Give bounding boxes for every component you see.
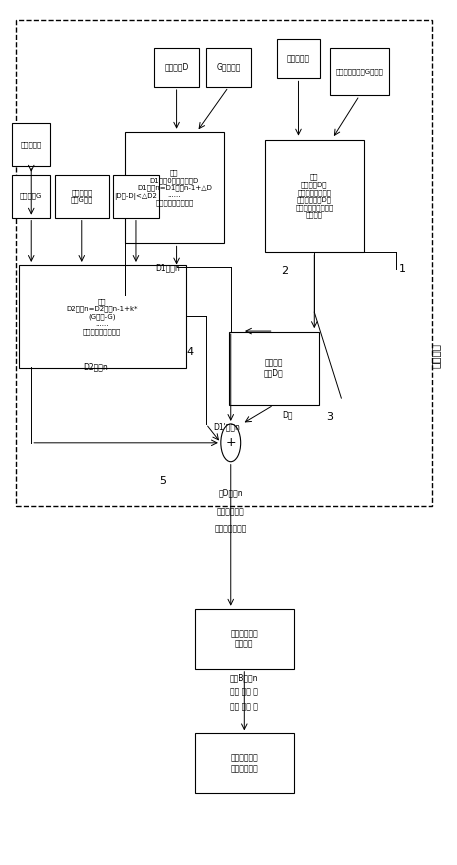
Bar: [154, 48, 199, 86]
Text: 3: 3: [327, 412, 334, 422]
Bar: [265, 140, 364, 252]
Text: 调能
D1负荷0做的初始值D
D1负荷n=D1负荷n-1+△D
......
参考方向调整系统一: 调能 D1负荷0做的初始值D D1负荷n=D1负荷n-1+△D ...... 参…: [137, 170, 212, 206]
Text: 4: 4: [186, 347, 194, 356]
Bar: [195, 609, 294, 669]
Bar: [195, 734, 294, 793]
Text: 当前的负荷
等级G负荷: 当前的负荷 等级G负荷: [70, 189, 93, 203]
Text: 阀位给水头: 阀位给水头: [287, 54, 310, 63]
Text: 当D负荷n: 当D负荷n: [218, 488, 243, 497]
Bar: [277, 39, 320, 78]
Text: 调速系统: 调速系统: [431, 343, 441, 368]
Text: 当前的负荷等级G负荷等: 当前的负荷等级G负荷等: [335, 68, 383, 75]
Text: 5: 5: [159, 476, 166, 485]
Bar: [330, 48, 389, 95]
Text: 调速量采集前: 调速量采集前: [217, 507, 244, 516]
Text: 变频调速电机
调速系统: 变频调速电机 调速系统: [230, 629, 258, 649]
Bar: [228, 331, 319, 405]
Text: 调频 位置 关: 调频 位置 关: [230, 702, 258, 711]
Circle shape: [221, 424, 241, 462]
Bar: [19, 265, 186, 368]
Text: 自动开关调速器: 自动开关调速器: [215, 524, 247, 533]
Text: +: +: [225, 436, 236, 449]
Bar: [12, 175, 50, 218]
Bar: [125, 131, 224, 243]
Text: 阀位反馈G: 阀位反馈G: [20, 193, 43, 200]
Text: 开关量采集: 开关量采集: [21, 141, 42, 148]
Text: 自动开度D: 自动开度D: [165, 63, 189, 72]
Text: 1: 1: [399, 264, 406, 274]
Text: D米: D米: [282, 411, 292, 420]
Text: D2负荷n: D2负荷n: [83, 362, 108, 372]
Text: 调速 电机 开: 调速 电机 开: [230, 688, 258, 696]
Text: D1'负荷n: D1'负荷n: [213, 423, 239, 432]
Text: 调能
D2负荷n=D2负荷n-1+k*
(G负荷-G)
......
参考方向调整系统二: 调能 D2负荷n=D2负荷n-1+k* (G负荷-G) ...... 参考方向调…: [66, 298, 138, 335]
Text: 当前B负荷n: 当前B负荷n: [230, 673, 259, 682]
Bar: [16, 20, 432, 505]
Bar: [12, 123, 50, 166]
Text: |D米-D|<△D2: |D米-D|<△D2: [115, 193, 157, 200]
Text: 调能
当前开度D米
一对应条件，开度
参与当前开度D米
量水头、身份标志、
身份低标: 调能 当前开度D米 一对应条件，开度 参与当前开度D米 量水头、身份标志、 身份…: [295, 174, 334, 219]
Text: 量水头给
水头D米: 量水头给 水头D米: [264, 358, 283, 378]
Bar: [55, 175, 109, 218]
Text: D1负荷n: D1负荷n: [155, 263, 180, 272]
Text: 2: 2: [282, 266, 288, 276]
Bar: [113, 175, 159, 218]
Text: 调速调频系统
调控系统开关: 调速调频系统 调控系统开关: [230, 753, 258, 773]
Text: G负荷变化: G负荷变化: [216, 63, 241, 72]
Bar: [206, 48, 251, 86]
